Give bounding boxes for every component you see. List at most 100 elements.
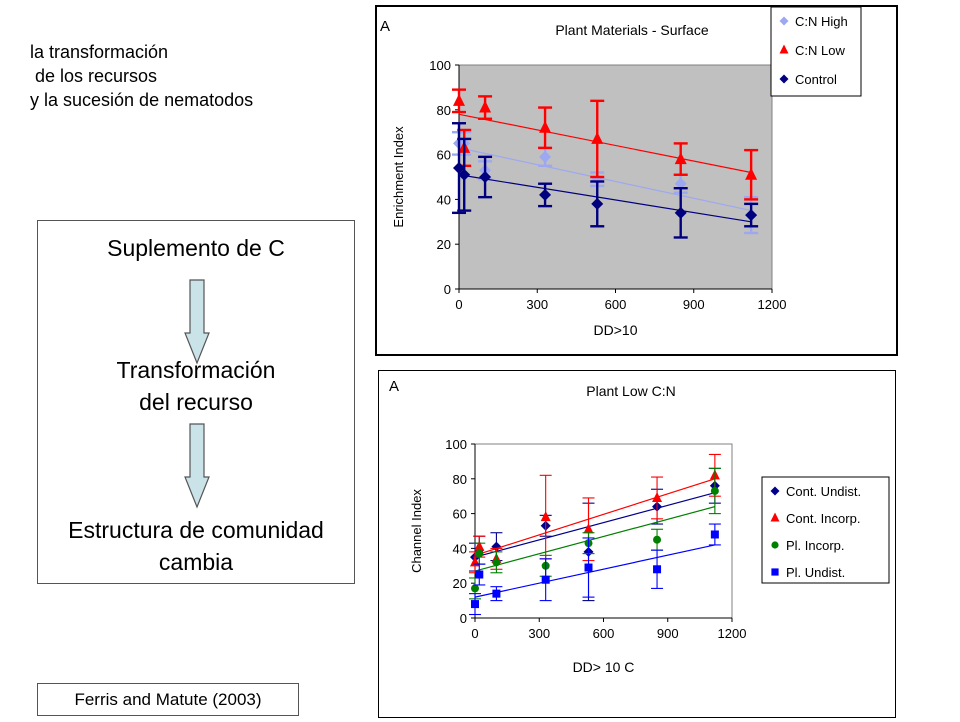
x-tick-label: 900 — [657, 626, 679, 641]
legend-marker — [770, 512, 780, 522]
legend-entry: C:N High — [795, 14, 848, 29]
data-point — [710, 486, 719, 495]
data-point — [539, 120, 552, 133]
legend-entry: Pl. Incorp. — [786, 538, 845, 553]
data-point — [475, 570, 484, 579]
x-tick-label: 300 — [526, 297, 548, 312]
panel-label: A — [389, 378, 399, 395]
y-tick-label: 20 — [453, 576, 467, 591]
trend-line — [474, 492, 716, 558]
flow-step-carbon-supplement: Suplemento de C — [107, 235, 285, 261]
trend-line — [458, 174, 752, 223]
data-point — [541, 575, 550, 584]
data-point — [471, 600, 479, 609]
channel-index-chart: A Plant Low C:N 0 20 40 60 80 100 0 300 600 900 1200… — [378, 370, 896, 718]
legend-entry: Pl. Undist. — [786, 565, 845, 580]
data-point — [745, 167, 758, 180]
flow-step-community-change-line1: Estructura de comunidad — [68, 517, 324, 543]
data-point — [492, 558, 501, 567]
data-point — [453, 93, 465, 106]
trend-line — [458, 113, 752, 174]
y-tick-label: 100 — [429, 58, 451, 73]
citation: Ferris and Matute (2003) — [37, 683, 299, 716]
panel-label: A — [380, 18, 390, 35]
y-tick-label: 20 — [437, 237, 451, 252]
data-point — [674, 152, 687, 165]
y-axis-label: Enrichment Index — [391, 126, 406, 228]
flow-step-resource-transformation-line1: Transformación — [116, 357, 276, 383]
data-point — [653, 565, 662, 574]
data-point — [674, 177, 687, 190]
y-axis-label: Channel Index — [409, 489, 424, 573]
plot-area — [458, 64, 773, 290]
flow-step-resource-transformation-line2: del recurso — [139, 389, 253, 415]
data-point — [491, 541, 502, 552]
legend-box — [761, 476, 890, 584]
down-arrow-icon — [184, 279, 210, 365]
flow-step-community-change-line2: cambia — [158, 549, 234, 575]
chart-title: Plant Low C:N — [586, 383, 675, 399]
enrichment-index-chart: A Plant Materials - Surface 0 20 40 60 80 100 0 3… — [375, 5, 898, 356]
legend-marker — [779, 16, 789, 26]
plot-area — [474, 443, 733, 619]
y-tick-label: 40 — [453, 541, 467, 556]
data-point — [479, 171, 492, 183]
data-point — [471, 584, 479, 593]
legend-marker — [771, 568, 779, 576]
data-point — [674, 206, 687, 219]
flow-diagram-box: Suplemento de C Transformación del recur… — [37, 220, 355, 584]
x-tick-label: 900 — [683, 297, 705, 312]
data-point — [479, 100, 492, 113]
legend-entry: Control — [795, 72, 837, 87]
trend-line — [474, 506, 716, 572]
x-axis-label: DD> 10 C — [573, 659, 635, 675]
data-point — [652, 491, 663, 502]
y-tick-label: 40 — [437, 192, 451, 207]
x-tick-label: 0 — [455, 297, 462, 312]
y-tick-label: 0 — [444, 282, 451, 297]
intro-text: la transformación de los recursos y la s… — [30, 40, 253, 112]
data-point — [653, 535, 662, 544]
intro-line: y la sucesión de nematodos — [30, 90, 254, 110]
intro-line: la transformación — [30, 42, 169, 62]
trend-line — [474, 544, 715, 598]
x-axis-label: DD>10 — [594, 322, 638, 338]
y-tick-label: 60 — [453, 507, 467, 522]
data-point — [583, 523, 594, 534]
x-tick-label: 600 — [593, 626, 615, 641]
legend-entry: Cont. Undist. — [786, 484, 861, 499]
data-point — [710, 530, 719, 539]
data-point — [591, 197, 604, 210]
legend-marker — [779, 44, 789, 54]
data-point — [539, 188, 552, 201]
legend-marker — [779, 74, 789, 84]
trend-line — [458, 147, 752, 212]
down-arrow-icon — [184, 423, 210, 509]
data-point — [745, 209, 758, 222]
data-point — [591, 131, 604, 144]
x-tick-label: 300 — [528, 626, 550, 641]
x-tick-label: 600 — [605, 297, 627, 312]
x-tick-label: 0 — [471, 626, 478, 641]
x-tick-label: 1200 — [758, 297, 787, 312]
data-point — [475, 549, 484, 558]
legend-marker — [770, 486, 780, 496]
y-tick-label: 100 — [445, 437, 467, 452]
data-point — [584, 563, 593, 572]
data-point — [458, 168, 471, 181]
y-tick-label: 0 — [460, 611, 467, 626]
data-point — [540, 511, 551, 522]
y-tick-label: 80 — [437, 103, 451, 118]
legend-marker — [771, 541, 779, 549]
intro-line: de los recursos — [30, 66, 158, 86]
enrichment-index-chart-svg: A Plant Materials - Surface 0 20 40 60 80 100 0 3… — [380, 6, 862, 338]
legend-entry: Cont. Incorp. — [786, 511, 860, 526]
channel-index-chart-svg: A Plant Low C:N 0 20 40 60 80 100 0 300 600 900 1200… — [389, 378, 890, 675]
chart-title: Plant Materials - Surface — [555, 22, 708, 38]
y-tick-label: 80 — [453, 472, 467, 487]
y-tick-label: 60 — [437, 148, 451, 163]
data-point — [492, 589, 501, 598]
x-tick-label: 1200 — [718, 626, 747, 641]
legend-entry: C:N Low — [795, 43, 845, 58]
data-point — [539, 150, 552, 163]
